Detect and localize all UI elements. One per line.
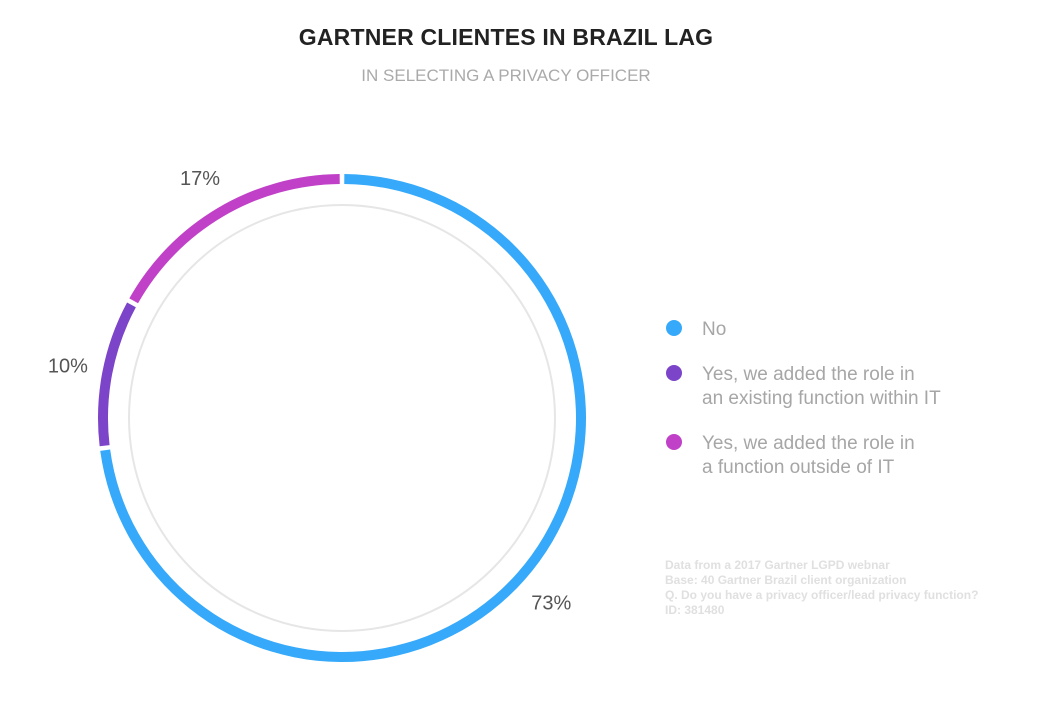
slices-group <box>97 174 587 663</box>
legend: No Yes, we added the role in an existing… <box>665 318 1045 480</box>
legend-label: Yes, we added the role in an existing fu… <box>702 364 941 409</box>
note-line: Q. Do you have a privacy officer/lead pr… <box>665 588 979 602</box>
source-notes: Data from a 2017 Gartner LGPD webnar Bas… <box>665 558 978 618</box>
slice-label-0: 73% <box>531 593 571 615</box>
note-line: Base: 40 Gartner Brazil client organizat… <box>665 573 907 587</box>
slice-labels: 73% 10% 17% <box>48 168 572 615</box>
legend-dot-icon <box>666 320 682 336</box>
legend-item-no[interactable]: No <box>665 318 1045 342</box>
note-line: Data from a 2017 Gartner LGPD webnar <box>665 558 890 572</box>
legend-item-outside-it[interactable]: Yes, we added the role in a function out… <box>665 432 1045 480</box>
slice-label-2: 17% <box>180 168 220 190</box>
chart-title: GARTNER CLIENTES IN BRAZIL LAG <box>298 24 714 50</box>
legend-dot-icon <box>666 434 682 450</box>
note-line: ID: 381480 <box>665 603 725 617</box>
slice-1[interactable] <box>97 302 136 447</box>
legend-dot-icon <box>666 365 682 381</box>
legend-item-within-it[interactable]: Yes, we added the role in an existing fu… <box>665 363 1045 411</box>
slice-label-1: 10% <box>48 356 88 378</box>
inner-ring <box>128 204 556 632</box>
chart-subtitle: IN SELECTING A PRIVACY OFFICER <box>361 66 651 85</box>
slice-2[interactable] <box>129 174 340 304</box>
legend-label: Yes, we added the role in a function out… <box>702 433 915 478</box>
legend-label: No <box>702 319 727 340</box>
